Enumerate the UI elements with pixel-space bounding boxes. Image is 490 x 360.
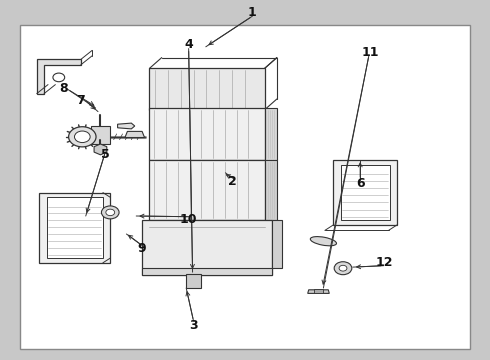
Circle shape bbox=[334, 262, 352, 275]
Circle shape bbox=[106, 209, 115, 216]
Text: 8: 8 bbox=[59, 82, 68, 95]
Polygon shape bbox=[37, 59, 81, 94]
Text: 2: 2 bbox=[228, 175, 237, 188]
Circle shape bbox=[101, 206, 119, 219]
Text: 9: 9 bbox=[138, 242, 147, 255]
Circle shape bbox=[74, 131, 90, 143]
Text: 3: 3 bbox=[189, 319, 198, 332]
Polygon shape bbox=[308, 290, 329, 293]
Text: 1: 1 bbox=[248, 6, 257, 19]
Bar bbox=[149, 160, 265, 220]
Polygon shape bbox=[118, 123, 135, 129]
Text: 11: 11 bbox=[361, 46, 379, 59]
Text: 10: 10 bbox=[180, 213, 197, 226]
Bar bbox=[186, 274, 201, 288]
Bar bbox=[265, 108, 277, 160]
Circle shape bbox=[69, 127, 96, 147]
Bar bbox=[39, 193, 110, 263]
Ellipse shape bbox=[310, 237, 337, 246]
Polygon shape bbox=[94, 144, 107, 155]
Bar bbox=[149, 68, 265, 110]
Circle shape bbox=[339, 265, 347, 271]
Bar bbox=[91, 126, 110, 144]
Bar bbox=[142, 220, 272, 275]
Bar bbox=[142, 268, 272, 275]
Text: 4: 4 bbox=[184, 39, 193, 51]
Polygon shape bbox=[88, 130, 284, 274]
Bar bbox=[341, 165, 390, 220]
Text: 5: 5 bbox=[101, 148, 110, 161]
Bar bbox=[333, 160, 397, 225]
Text: 6: 6 bbox=[356, 177, 365, 190]
Bar bbox=[272, 220, 282, 268]
Bar bbox=[265, 160, 277, 220]
Bar bbox=[149, 108, 265, 160]
Bar bbox=[314, 289, 323, 293]
Circle shape bbox=[53, 73, 65, 82]
Text: 12: 12 bbox=[376, 256, 393, 269]
Bar bbox=[47, 197, 103, 258]
Text: 7: 7 bbox=[76, 94, 85, 107]
Polygon shape bbox=[125, 131, 145, 138]
